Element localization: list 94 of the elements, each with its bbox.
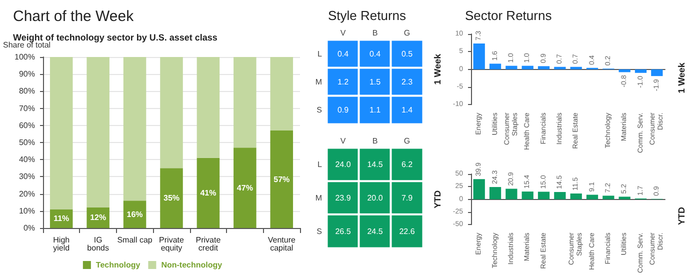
y-tick-label: 70% — [18, 104, 35, 113]
data-label: 24.0 — [335, 160, 352, 170]
x-tick-label: G — [404, 28, 410, 38]
y-tick-label: 0% — [23, 224, 35, 232]
data-label: 0.4 — [369, 50, 382, 58]
y-tick-label: L — [318, 50, 323, 58]
bar — [634, 69, 647, 73]
y-axis-title: YTD — [432, 190, 442, 208]
bar — [570, 66, 582, 70]
text: YTD — [676, 206, 686, 225]
y-tick-label: 20% — [18, 189, 35, 198]
x-tick-label: High yield — [53, 236, 70, 252]
bar — [160, 57, 183, 168]
data-label: 1.2 — [337, 78, 350, 86]
bar — [196, 57, 220, 158]
y-tick-label: S — [316, 226, 322, 236]
data-label: 0.5 — [401, 50, 414, 58]
y-tick-label: M — [315, 194, 322, 202]
y-tick-label: 100% — [14, 52, 35, 62]
y-tick-label: 30% — [18, 172, 35, 182]
data-label: 12% — [90, 213, 106, 222]
y-axis-title: Share of total — [3, 40, 51, 50]
chart-title: Sector Returns — [465, 8, 552, 23]
y-tick-label: 10% — [18, 206, 35, 216]
bar — [506, 188, 518, 200]
bar — [234, 57, 256, 148]
bar — [522, 192, 534, 200]
data-label: 26.5 — [335, 226, 352, 236]
bar — [522, 66, 534, 70]
data-label: 57% — [274, 174, 290, 184]
data-label: 1.4 — [401, 106, 414, 114]
data-label: 16% — [126, 210, 143, 219]
x-tick-label: Small cap — [117, 236, 153, 244]
text: 1 Week — [676, 62, 686, 94]
x-tick-label: Private credit — [196, 236, 222, 252]
data-label: 24.5 — [367, 226, 384, 236]
data-label: 23.9 — [335, 194, 352, 202]
bar — [270, 130, 294, 228]
data-label: 0.9 — [337, 106, 350, 114]
bar — [473, 179, 485, 200]
data-label: 14.5 — [367, 160, 384, 170]
bar — [570, 194, 582, 200]
bar — [506, 66, 518, 70]
bar — [618, 196, 630, 200]
x-tick-label: B — [372, 28, 378, 38]
legend-label: Non-technology — [161, 260, 223, 270]
x-tick-label: Private equity — [159, 236, 184, 252]
bar — [196, 158, 220, 228]
bar — [86, 57, 110, 208]
y-tick-label: S — [316, 106, 322, 114]
data-label: 11% — [54, 214, 70, 224]
bar — [489, 187, 502, 200]
x-tick-label: V — [340, 136, 346, 146]
chart-subtitle: Weight of technology sector by U.S. asset class — [13, 32, 218, 42]
data-label: 41% — [200, 188, 216, 198]
data-label: 47% — [236, 183, 253, 192]
data-label: 20.0 — [367, 194, 384, 202]
x-tick-label: V — [340, 28, 346, 38]
bar — [234, 148, 256, 228]
bar — [123, 57, 146, 201]
y-axis-title: 1 Week — [432, 52, 442, 85]
chart-title: Chart of the Week — [13, 8, 134, 25]
bar — [586, 194, 598, 200]
data-label: 7.9 — [401, 194, 414, 202]
bar — [473, 44, 485, 70]
bar — [489, 64, 502, 70]
x-tick-label: IG bonds — [87, 236, 109, 252]
x-tick-label: Venture capital — [268, 236, 296, 252]
bar — [602, 196, 614, 200]
bar — [538, 66, 550, 70]
data-label: 6.2 — [401, 160, 414, 170]
data-label: 2.3 — [401, 78, 414, 86]
y-tick-label: L — [318, 160, 323, 170]
y-tick-label: 90% — [18, 70, 35, 79]
bar — [554, 66, 566, 70]
bar — [651, 69, 663, 76]
y-tick-label: 40% — [18, 155, 35, 164]
x-tick-label: B — [372, 136, 378, 146]
bar — [270, 57, 294, 131]
chart-title: Style Returns — [328, 8, 407, 23]
data-label: 0.4 — [337, 50, 350, 58]
y-tick-label: 80% — [18, 86, 35, 96]
x-tick-label: G — [404, 136, 410, 146]
data-label: 1.5 — [369, 78, 382, 86]
bar — [554, 192, 566, 200]
bar — [50, 57, 73, 210]
data-label: 1.1 — [369, 106, 382, 114]
bar — [160, 168, 183, 228]
data-label: 22.6 — [399, 226, 416, 236]
data-label: 35% — [163, 194, 180, 203]
bar — [538, 192, 550, 200]
y-tick-label: M — [315, 78, 322, 86]
y-tick-label: 50% — [18, 138, 35, 147]
y-tick-label: 60% — [18, 120, 35, 130]
